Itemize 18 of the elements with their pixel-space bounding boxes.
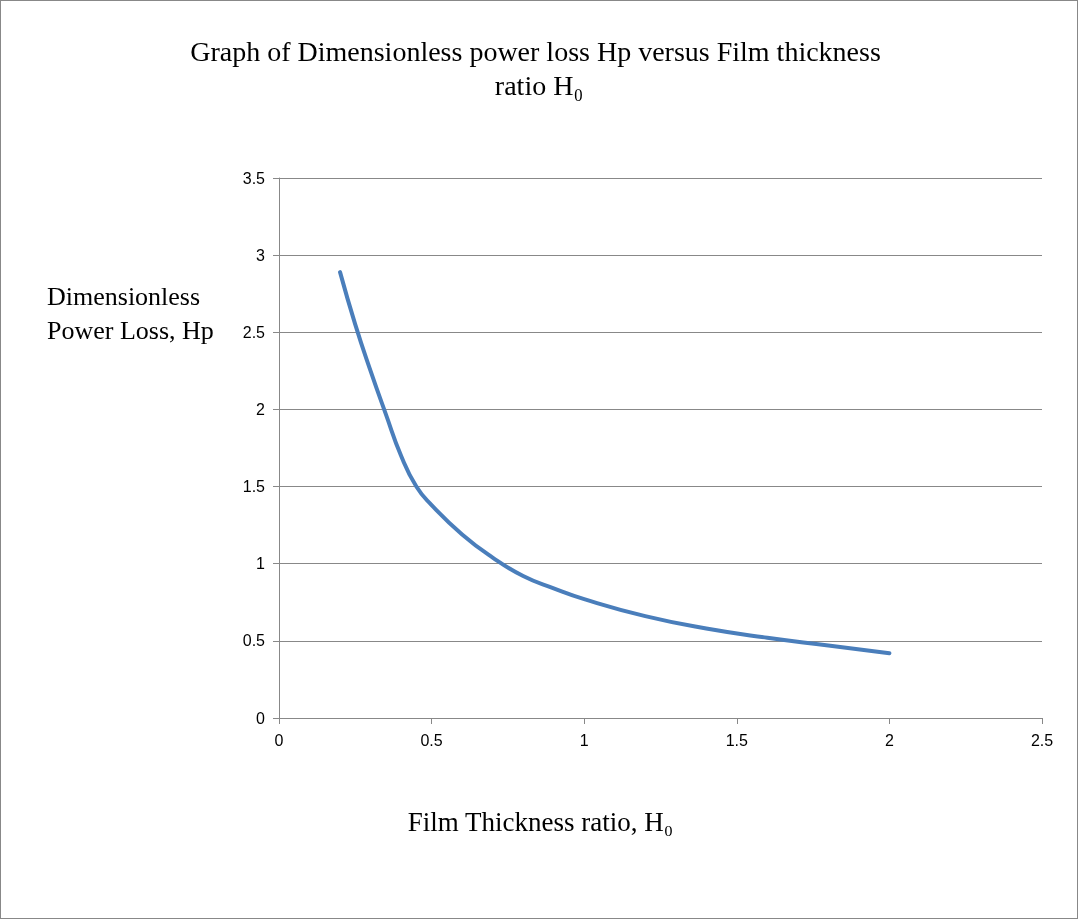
x-tick-label: 1.5	[725, 731, 749, 749]
y-axis-title: Dimensionless Power Loss, Hp	[47, 281, 214, 345]
line-series	[338, 270, 892, 656]
x-tick-label: 1	[579, 731, 589, 749]
x-tick-label: 0.5	[420, 731, 443, 749]
x-tick-label: 0	[274, 731, 284, 749]
y-tick-label: 0.5	[242, 632, 266, 650]
x-axis-title: Film Thickness ratio, H₀	[407, 806, 674, 837]
y-tick-label: 3	[256, 246, 266, 264]
y-tick-label: 2.5	[242, 323, 266, 341]
y-tick-label: 1	[256, 555, 266, 573]
y-tick-label: 2	[256, 400, 266, 418]
x-tick-label: 2.5	[1030, 731, 1054, 749]
y-tick-label: 0	[256, 709, 266, 727]
y-tick-label: 1.5	[242, 478, 266, 496]
chart-title: Graph of Dimensionless power loss Hp versus Film thickness ratio H₀	[190, 35, 888, 101]
y-tick-label: 3.5	[242, 169, 266, 187]
x-tick-label: 2	[884, 731, 894, 749]
